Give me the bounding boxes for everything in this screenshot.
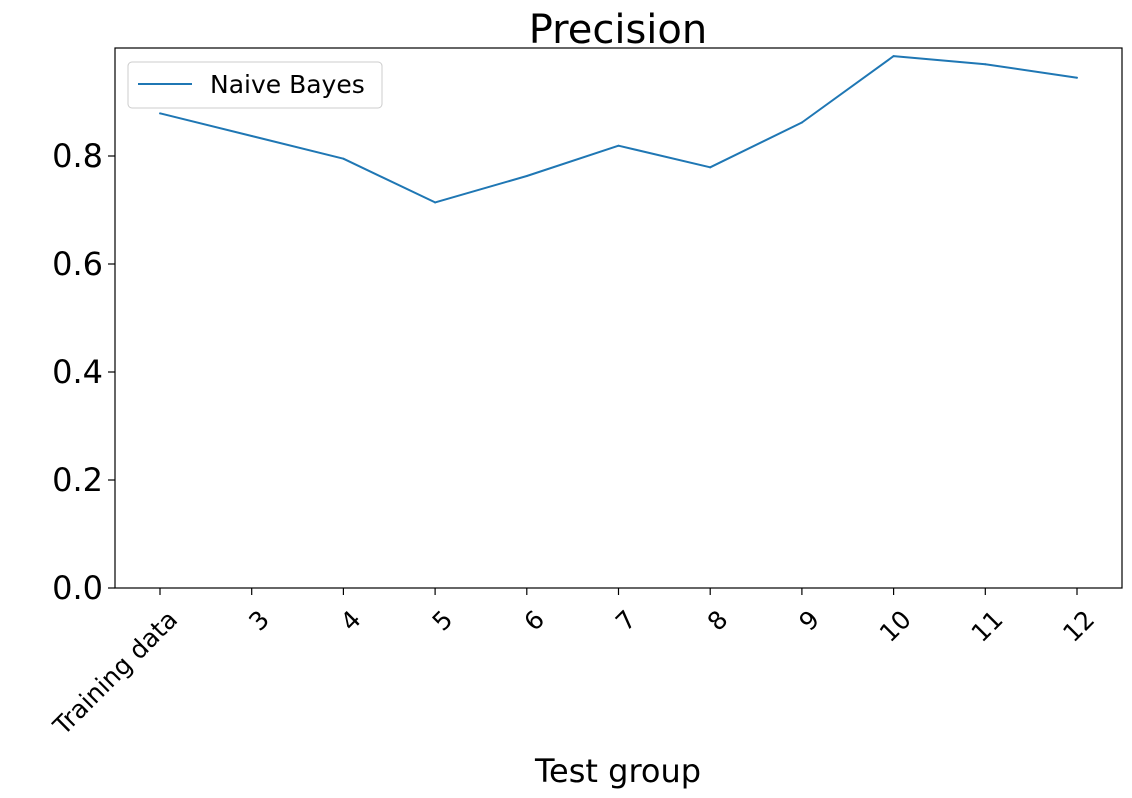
data-point (434, 201, 437, 204)
data-point (1076, 76, 1078, 79)
legend-label-naive-bayes: Naive Bayes (210, 70, 365, 99)
x-tick-label: 6 (518, 605, 550, 637)
data-point (892, 55, 895, 58)
data-point (342, 157, 345, 160)
y-tick-label: 0.2 (52, 461, 103, 499)
data-point (159, 112, 161, 115)
x-tick-label: 7 (610, 605, 642, 637)
x-tick-label: 8 (702, 605, 734, 637)
x-axis: Training data 3 4 5 6 7 8 9 10 11 12 (47, 588, 1100, 741)
x-tick-label: 5 (427, 605, 459, 637)
x-tick-label: 11 (966, 605, 1009, 648)
data-point (984, 63, 987, 66)
series-layer (159, 55, 1078, 204)
chart-title: Precision (529, 7, 707, 53)
x-tick-label: 10 (874, 605, 917, 648)
plot-frame (114, 47, 1123, 589)
y-tick-label: 0.0 (52, 569, 103, 607)
x-tick-label: Training data (47, 605, 183, 741)
y-axis: 0.0 0.2 0.4 0.6 0.8 (52, 137, 115, 607)
x-tick-label: 3 (243, 605, 275, 637)
data-point (800, 121, 803, 124)
legend-box (127, 61, 383, 109)
x-tick-label: 9 (793, 605, 825, 637)
data-point (709, 166, 712, 169)
y-tick-label: 0.4 (52, 353, 103, 391)
x-tick-label: 12 (1057, 605, 1100, 648)
y-tick-label: 0.8 (52, 137, 103, 175)
y-tick-label: 0.6 (52, 245, 103, 283)
data-point (617, 144, 620, 147)
legend: Naive Bayes (127, 61, 383, 109)
x-tick-label: 4 (335, 605, 367, 637)
data-point (525, 174, 528, 177)
x-axis-label: Test group (534, 752, 701, 790)
data-point (250, 135, 253, 138)
